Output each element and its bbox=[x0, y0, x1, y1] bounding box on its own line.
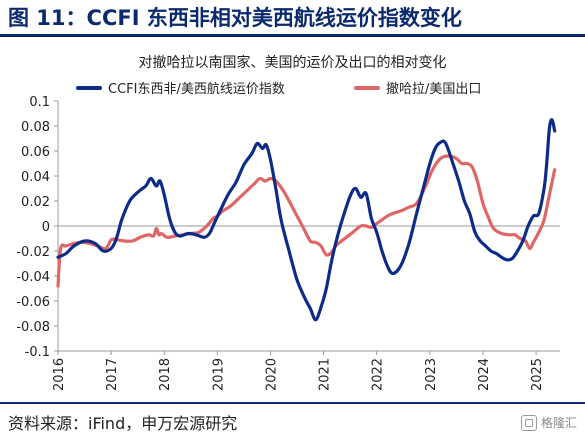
x-tick-label: 2025 bbox=[530, 358, 545, 391]
x-tick-label: 2024 bbox=[477, 358, 492, 391]
y-tick-label: 0.1 bbox=[29, 95, 50, 110]
watermark-logo-icon bbox=[520, 414, 537, 431]
x-tick-label: 2018 bbox=[158, 358, 173, 391]
series-line-ccfi bbox=[56, 118, 557, 322]
legend-label-export: 撤哈拉/美国出口 bbox=[386, 82, 482, 97]
x-tick-label: 2023 bbox=[424, 358, 439, 391]
y-tick-label: -0.02 bbox=[16, 245, 50, 260]
legend-item-ccfi: CCFI东西非/美西航线运价指数 bbox=[76, 78, 285, 97]
x-tick-label: 2021 bbox=[318, 358, 333, 391]
legend-swatch-ccfi bbox=[76, 85, 102, 90]
title-divider bbox=[0, 34, 585, 37]
y-tick-label: -0.08 bbox=[16, 320, 50, 335]
figure-title: 图 11：CCFI 东西非相对美西航线运价指数变化 bbox=[8, 6, 462, 30]
source-note: 资料来源：iFind，申万宏源研究 bbox=[8, 414, 238, 433]
y-tick-label: 0.08 bbox=[21, 120, 50, 135]
y-tick-label: -0.06 bbox=[16, 295, 50, 310]
x-tick-label: 2019 bbox=[211, 358, 226, 391]
x-tick-label: 2017 bbox=[105, 358, 120, 391]
chart-title: 对撤哈拉以南国家、美国的运价及出口的相对变化 bbox=[138, 55, 447, 71]
x-tick-label: 2022 bbox=[371, 358, 386, 391]
series-lines bbox=[56, 118, 557, 322]
x-tick-label: 2016 bbox=[52, 358, 67, 391]
y-tick-label: 0.04 bbox=[21, 170, 50, 185]
legend-label-ccfi: CCFI东西非/美西航线运价指数 bbox=[108, 82, 285, 97]
watermark-text: 格隆汇 bbox=[540, 416, 577, 430]
axes: 0.1 0.08 0.06 0.04 0.02 0 -0.02 -0.04 -0.06 -0.08… bbox=[16, 95, 560, 391]
y-tick-label: 0 bbox=[42, 220, 50, 235]
legend-swatch-export bbox=[354, 85, 380, 90]
y-tick-label: -0.04 bbox=[16, 270, 50, 285]
y-tick-label: 0.06 bbox=[21, 145, 50, 160]
series-line-export bbox=[56, 154, 557, 288]
watermark: 格隆汇 bbox=[520, 414, 577, 431]
source-divider bbox=[0, 402, 585, 404]
chart-legend: CCFI东西非/美西航线运价指数 撤哈拉/美国出口 bbox=[0, 78, 585, 100]
x-tick-label: 2020 bbox=[264, 358, 279, 391]
y-tick-label: 0.02 bbox=[21, 195, 50, 210]
legend-item-export: 撤哈拉/美国出口 bbox=[354, 78, 481, 97]
y-tick-label: -0.1 bbox=[25, 345, 50, 360]
